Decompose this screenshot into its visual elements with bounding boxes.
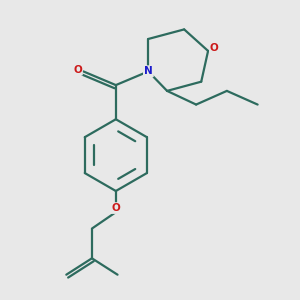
Text: O: O — [112, 203, 120, 213]
Text: O: O — [73, 65, 82, 75]
Text: O: O — [210, 43, 219, 53]
Text: N: N — [144, 66, 153, 76]
Text: N: N — [144, 66, 153, 76]
